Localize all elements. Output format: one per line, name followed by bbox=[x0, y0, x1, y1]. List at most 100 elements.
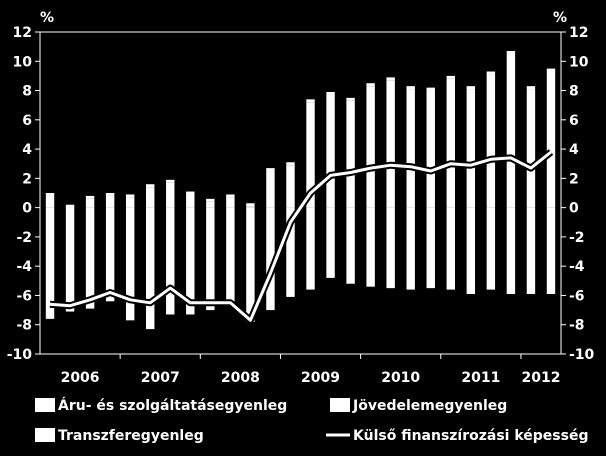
legend: Áru- és szolgáltatásegyenleg Jövedelemeg… bbox=[35, 397, 588, 444]
bar-goods-services bbox=[486, 74, 496, 208]
bar-transfer bbox=[426, 87, 435, 91]
y-tick-label-right: 0 bbox=[569, 201, 579, 217]
legend-label-income: Jövedelemegyenleg bbox=[352, 398, 507, 414]
bar-transfer bbox=[266, 168, 275, 172]
y-axis-right-unit: % bbox=[553, 10, 567, 26]
y-tick-label-left: -10 bbox=[7, 347, 33, 363]
bar-income bbox=[506, 207, 516, 294]
y-tick-label-right: 10 bbox=[569, 54, 589, 70]
y-tick-label-right: -6 bbox=[569, 288, 585, 304]
legend-swatch-income bbox=[330, 398, 350, 412]
bar-transfer bbox=[526, 86, 536, 90]
bar-goods-services bbox=[326, 94, 335, 208]
bar-transfer bbox=[125, 194, 135, 198]
bar-goods-services bbox=[105, 195, 115, 208]
bar-goods-services bbox=[266, 171, 275, 208]
bar-income bbox=[146, 207, 155, 330]
bar-income bbox=[166, 207, 175, 315]
bar-goods-services bbox=[166, 182, 175, 208]
bar-transfer bbox=[85, 195, 95, 199]
legend-item-goods-services: Áru- és szolgáltatásegyenleg bbox=[35, 397, 287, 414]
bar-transfer bbox=[166, 179, 175, 183]
y-tick-label-left: 10 bbox=[13, 54, 33, 70]
bar-goods-services bbox=[306, 102, 315, 208]
bar-goods-services bbox=[226, 197, 235, 208]
bar-income bbox=[466, 207, 476, 294]
x-tick-label: 2012 bbox=[521, 370, 560, 386]
bar-transfer bbox=[486, 71, 496, 75]
x-tick-label: 2010 bbox=[381, 370, 420, 386]
y-tick-label-left: 8 bbox=[22, 84, 32, 100]
bar-transfer bbox=[386, 77, 395, 81]
bar-income bbox=[366, 207, 375, 287]
bar-transfer bbox=[286, 162, 295, 166]
bar-goods-services bbox=[506, 53, 516, 208]
bar-transfer bbox=[326, 92, 335, 95]
y-tick-label-left: -6 bbox=[16, 288, 32, 304]
legend-item-transfer: Transzferegyenleg bbox=[35, 428, 204, 444]
bar-transfer bbox=[65, 204, 75, 208]
y-tick-label-right: -4 bbox=[569, 259, 585, 275]
bar-transfer bbox=[146, 184, 155, 188]
bar-transfer bbox=[206, 198, 215, 202]
bar-goods-services bbox=[406, 89, 415, 208]
bar-income bbox=[266, 207, 275, 311]
y-axis-right: -10 -8 -6 -4 -2 0 2 4 6 8 10 12 bbox=[561, 25, 595, 363]
bar-income bbox=[125, 207, 135, 321]
bar-income bbox=[286, 207, 295, 297]
bar-income bbox=[45, 207, 55, 319]
legend-swatch-transfer bbox=[35, 428, 55, 442]
bar-goods-services bbox=[45, 195, 55, 208]
y-tick-label-left: 12 bbox=[13, 25, 32, 41]
bar-goods-services bbox=[446, 78, 455, 208]
bar-goods-services bbox=[526, 89, 536, 208]
bar-transfer bbox=[446, 75, 455, 79]
bar-goods-services bbox=[466, 89, 476, 208]
bar-income bbox=[246, 207, 255, 322]
y-tick-label-left: 0 bbox=[22, 201, 32, 217]
bar-goods-services bbox=[546, 71, 556, 208]
plot-area bbox=[39, 31, 562, 355]
legend-label-net-lending: Külső finanszírozási képesség bbox=[353, 428, 588, 444]
legend-label-transfer: Transzferegyenleg bbox=[58, 428, 204, 444]
bar-goods-services bbox=[206, 201, 215, 208]
bar-income bbox=[486, 207, 496, 290]
bar-transfer bbox=[506, 51, 516, 54]
bar-income bbox=[426, 207, 435, 289]
y-tick-label-right: -2 bbox=[569, 230, 585, 246]
line-layer bbox=[49, 149, 554, 324]
bar-income bbox=[446, 207, 455, 290]
legend-item-net-lending: Külső finanszírozási képesség bbox=[326, 428, 588, 444]
bar-transfer bbox=[346, 97, 355, 101]
bar-transfer bbox=[406, 86, 415, 90]
x-tick-label: 2011 bbox=[461, 370, 500, 386]
series-line-net-lending bbox=[49, 150, 552, 322]
x-tick-label: 2006 bbox=[61, 370, 100, 386]
bar-transfer bbox=[546, 68, 556, 72]
bar-transfer bbox=[366, 83, 375, 87]
bar-income bbox=[406, 207, 415, 290]
y-tick-label-left: 4 bbox=[22, 142, 32, 158]
bar-income bbox=[65, 207, 75, 312]
y-tick-label-right: 6 bbox=[569, 113, 579, 129]
bar-goods-services bbox=[426, 90, 435, 208]
bar-income bbox=[546, 207, 556, 294]
bar-income bbox=[206, 207, 215, 311]
bar-income bbox=[386, 207, 395, 289]
legend-label-goods-services: Áru- és szolgáltatásegyenleg bbox=[58, 397, 287, 414]
y-tick-label-right: -10 bbox=[569, 347, 595, 363]
y-tick-label-right: 2 bbox=[569, 171, 579, 187]
y-tick-label-left: 2 bbox=[22, 171, 32, 187]
bar-goods-services bbox=[346, 100, 355, 208]
bar-transfer bbox=[306, 99, 315, 103]
legend-item-income: Jövedelemegyenleg bbox=[330, 398, 507, 414]
bar-transfer bbox=[466, 86, 476, 90]
bar-goods-services bbox=[246, 206, 255, 208]
bar-income bbox=[85, 207, 95, 309]
y-tick-label-right: 12 bbox=[569, 25, 588, 41]
y-axis-left: -10 -8 -6 -4 -2 0 2 4 6 8 10 12 bbox=[7, 25, 40, 363]
bar-income bbox=[526, 207, 536, 294]
y-tick-label-left: -4 bbox=[16, 259, 32, 275]
